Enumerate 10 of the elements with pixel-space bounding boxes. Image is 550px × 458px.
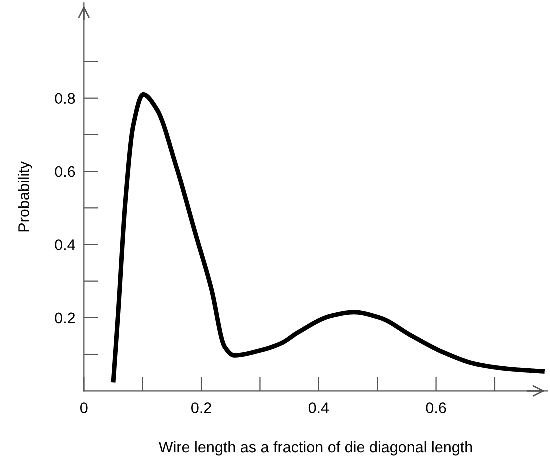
y-tick-label: 0.4 — [55, 240, 76, 250]
y-tick-label: 0.8 — [55, 93, 76, 104]
y-tick-label: 0.6 — [55, 166, 76, 178]
y-tick-label: 0.2 — [55, 312, 76, 324]
x-tick-label: 0.6 — [426, 402, 446, 414]
x-tick-label: 0.2 — [192, 402, 212, 414]
x-tick-label: 0.4 — [308, 402, 330, 414]
y-axis-title: Probability — [18, 162, 32, 232]
x-tick-label: 0 — [80, 402, 88, 414]
x-axis-title: Wire length as a fraction of die diagonal length — [158, 441, 472, 456]
